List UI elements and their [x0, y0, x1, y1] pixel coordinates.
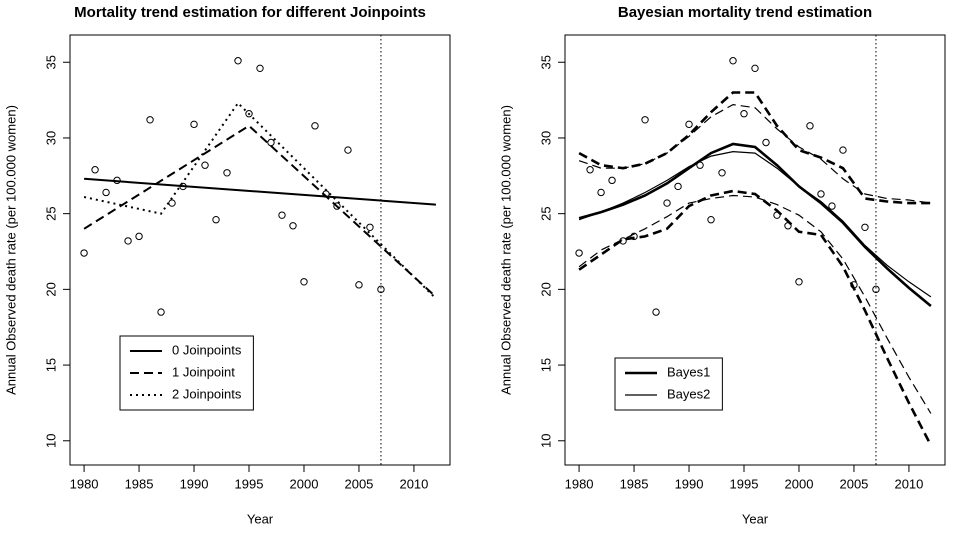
y-tick-label: 35: [538, 55, 553, 69]
y-tick-label: 15: [43, 358, 58, 372]
data-point: [806, 122, 814, 130]
x-tick-label: 1985: [125, 476, 154, 491]
data-point: [289, 222, 297, 230]
chart-title: Mortality trend estimation for different…: [74, 4, 426, 21]
y-tick-label: 10: [538, 434, 553, 448]
data-point: [212, 216, 220, 224]
data-point: [256, 64, 264, 73]
data-point: [355, 281, 363, 289]
data-point: [729, 57, 737, 65]
data-point: [641, 116, 649, 124]
plot-box: [69, 34, 451, 466]
data-point: [146, 116, 154, 124]
x-tick-label: 2010: [894, 476, 923, 491]
data-point: [135, 232, 143, 241]
plot-box: [564, 34, 946, 466]
legend-label: 0 Joinpoints: [172, 342, 242, 357]
data-point: [707, 216, 715, 224]
y-axis-label: Annual Observed death rate (per 100.000 …: [3, 105, 18, 395]
data-point: [630, 232, 638, 241]
data-point: [300, 278, 308, 286]
data-point: [366, 223, 374, 231]
y-tick-label: 20: [538, 282, 553, 296]
data-point: [652, 308, 660, 316]
band-lower: [578, 189, 933, 446]
data-point: [190, 120, 198, 129]
legend-label: 2 Joinpoints: [172, 386, 242, 401]
data-point: [124, 237, 132, 245]
panel: Bayesian mortality trend estimation Year A…: [498, 4, 946, 526]
data-point: [344, 146, 352, 154]
legend-box: [119, 335, 254, 411]
data-point: [311, 122, 319, 130]
x-tick-label: 2010: [399, 476, 428, 491]
x-tick-label: 1995: [730, 476, 759, 491]
legend-label: Bayes2: [667, 386, 710, 401]
trend-line: [83, 124, 437, 298]
legend-label: Bayes1: [667, 364, 710, 379]
y-tick-label: 25: [43, 206, 58, 220]
legend-box: [614, 357, 723, 411]
band-upper: [578, 103, 931, 204]
x-tick-label: 1980: [70, 476, 99, 491]
data-point: [234, 57, 242, 65]
y-tick-label: 30: [538, 131, 553, 145]
data-point: [91, 166, 99, 174]
data-point: [674, 182, 682, 191]
x-tick-label: 1985: [620, 476, 649, 491]
data-point: [740, 110, 748, 118]
data-point: [685, 120, 693, 129]
y-tick-label: 10: [43, 434, 58, 448]
data-point: [201, 161, 209, 169]
data-point: [157, 308, 165, 316]
x-axis-label: Year: [742, 511, 769, 526]
x-tick-label: 2005: [839, 476, 868, 491]
data-point: [223, 169, 231, 177]
data-point: [839, 146, 847, 154]
data-point: [278, 211, 286, 219]
data-point: [608, 176, 616, 185]
x-tick-label: 1980: [565, 476, 594, 491]
y-axis-label: Annual Observed death rate (per 100.000 …: [498, 105, 513, 395]
data-point: [377, 285, 385, 294]
data-point: [861, 223, 869, 231]
y-tick-label: 15: [538, 358, 553, 372]
panel: Mortality trend estimation for different…: [3, 4, 451, 526]
data-point: [333, 202, 341, 210]
data-point: [872, 285, 880, 294]
y-tick-label: 35: [43, 55, 58, 69]
data-point: [267, 138, 275, 147]
y-tick-label: 30: [43, 131, 58, 145]
x-tick-label: 1995: [235, 476, 264, 491]
data-point: [795, 278, 803, 286]
legend-label: 1 Joinpoint: [172, 364, 235, 379]
data-point: [828, 202, 836, 210]
data-point: [718, 169, 726, 177]
x-tick-label: 1990: [675, 476, 704, 491]
data-point: [575, 249, 583, 257]
chart-title: Bayesian mortality trend estimation: [618, 4, 872, 21]
data-point: [80, 249, 88, 257]
mean-line: [578, 150, 932, 298]
data-point: [762, 138, 770, 147]
x-tick-label: 2005: [344, 476, 373, 491]
trend-line: [84, 177, 436, 206]
data-point: [168, 199, 176, 207]
mean-line: [578, 142, 932, 308]
data-point: [663, 199, 671, 207]
x-tick-label: 2000: [785, 476, 814, 491]
data-point: [597, 188, 605, 197]
data-point: [586, 166, 594, 174]
y-tick-label: 25: [538, 206, 553, 220]
data-point: [751, 64, 759, 73]
x-tick-label: 2000: [290, 476, 319, 491]
x-tick-label: 1990: [180, 476, 209, 491]
y-tick-label: 20: [43, 282, 58, 296]
data-point: [102, 188, 110, 197]
x-axis-label: Year: [247, 511, 274, 526]
data-point: [817, 190, 825, 198]
data-point: [245, 110, 253, 118]
